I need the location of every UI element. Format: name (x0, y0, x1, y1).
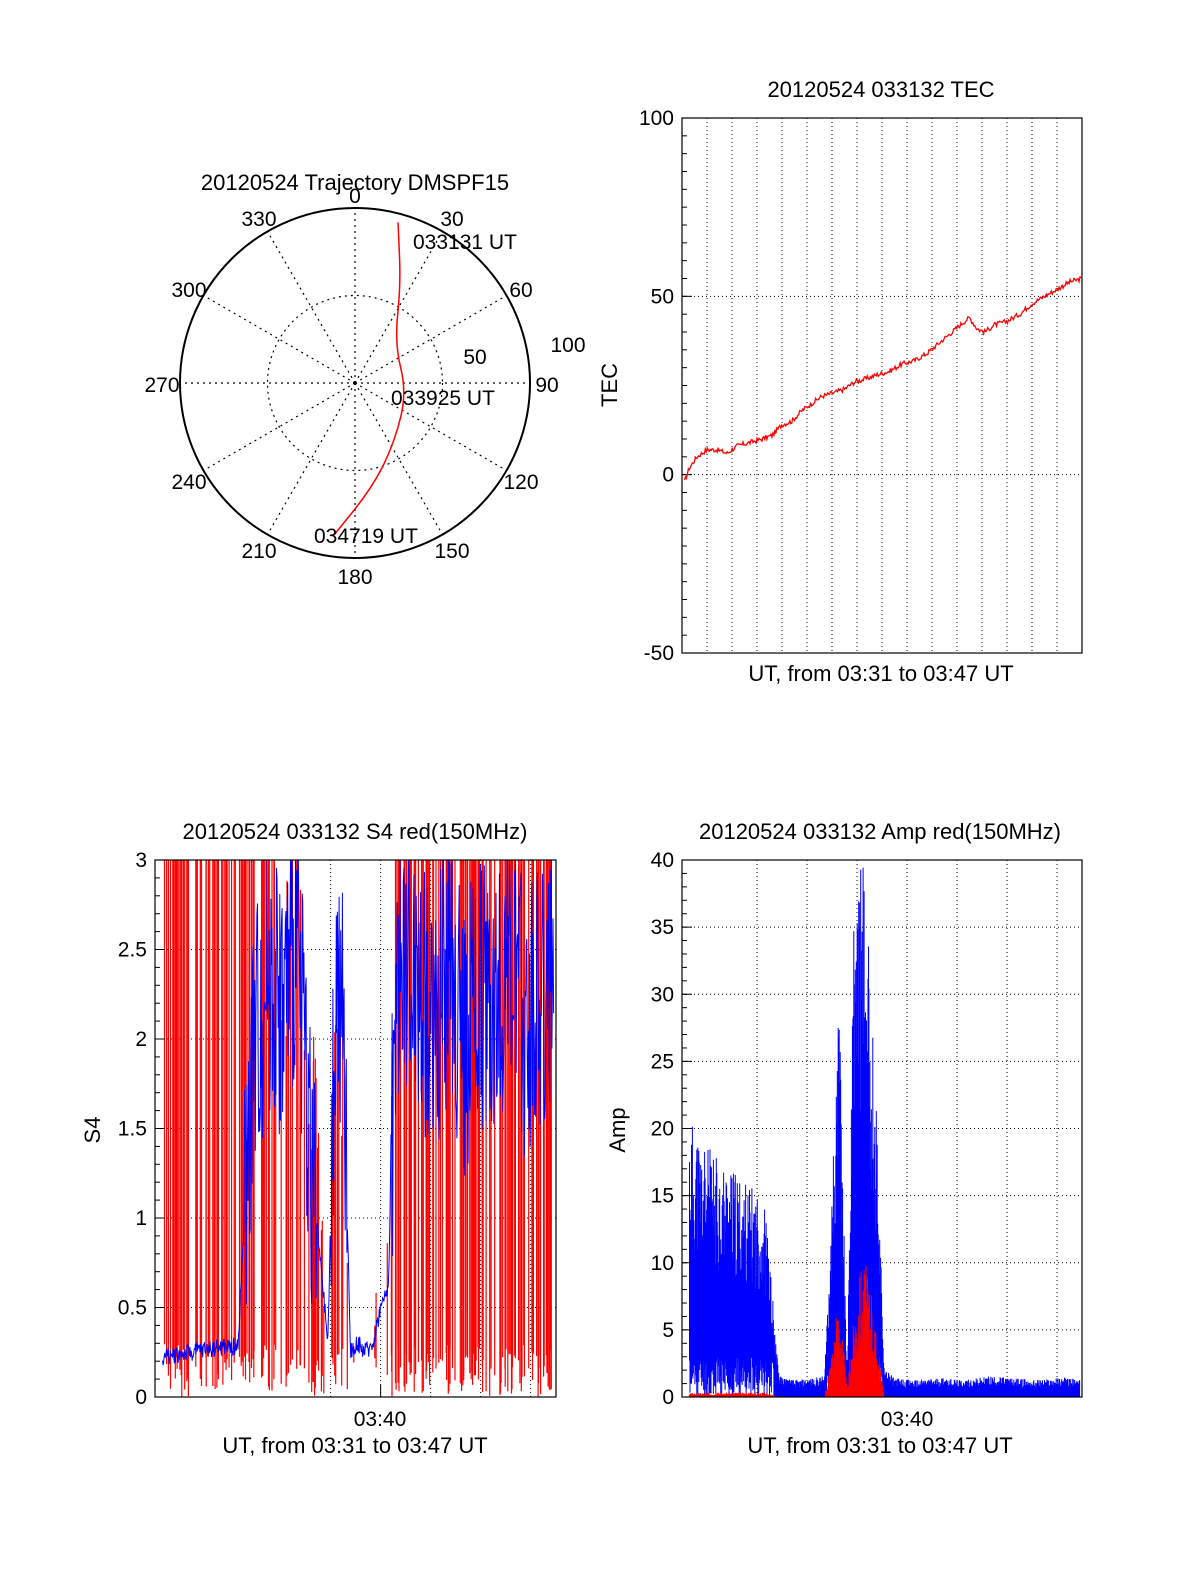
s4-ytick-2.5: 2.5 (118, 939, 147, 962)
azimuth-label-210: 210 (241, 540, 276, 563)
polar-spoke-30 (354, 231, 444, 384)
s4-y-axis-label: S4 (80, 1117, 105, 1144)
azimuth-label-270: 270 (144, 374, 179, 397)
tec-ytick--50: -50 (644, 642, 674, 665)
tec-x-axis-label: UT, from 03:31 to 03:47 UT (748, 661, 1013, 686)
amp-ytick-25: 25 (651, 1050, 674, 1073)
polar-outer-ring (179, 207, 531, 559)
amp-y-tick-labels: 40 35 30 25 20 15 10 5 0 (651, 849, 692, 1409)
amp-blue-series (689, 867, 1081, 1397)
amp-x-tick-label: 03:40 (881, 1408, 934, 1431)
amp-title: 20120524 033132 Amp red(150MHz) (699, 819, 1061, 844)
azimuth-label-0: 0 (349, 185, 361, 208)
tec-y-axis-label: TEC (597, 363, 622, 407)
trajectory-panel: 20120524 Trajectory DMSPF15 0 30 60 90 120 15… (144, 170, 585, 589)
azimuth-label-240: 240 (171, 471, 206, 494)
polar-spoke-330 (266, 231, 356, 384)
tec-title: 20120524 033132 TEC (767, 77, 994, 102)
tec-series-line (683, 276, 1083, 481)
amp-y-axis-label: Amp (605, 1107, 630, 1152)
s4-ytick-0: 0 (135, 1386, 147, 1409)
polar-spoke-120 (354, 382, 507, 472)
s4-blue-trace (162, 859, 555, 1366)
tec-grid (682, 118, 1082, 653)
s4-y-tick-labels: 3 2.5 2 1.5 1 0.5 0 (118, 849, 165, 1409)
amp-ytick-10: 10 (651, 1252, 674, 1275)
tec-ytick-50: 50 (651, 285, 674, 308)
azimuth-label-150: 150 (434, 540, 469, 563)
time-label-mid: 033925 UT (391, 387, 495, 410)
s4-x-tick-label: 03:40 (354, 1408, 407, 1431)
amp-ytick-20: 20 (651, 1118, 674, 1141)
s4-panel: 20120524 033132 S4 red(150MHz) 3 2.5 2 1.5 1… (80, 819, 557, 1458)
s4-ytick-1.5: 1.5 (118, 1118, 147, 1141)
s4-ytick-2: 2 (135, 1028, 147, 1051)
polar-spoke-60 (354, 294, 507, 384)
polar-spoke-300 (203, 294, 356, 384)
tec-ytick-100: 100 (639, 107, 674, 130)
amp-grid (682, 860, 1082, 1397)
azimuth-labels: 0 30 60 90 120 150 180 210 240 270 300 330 (144, 185, 558, 589)
azimuth-label-330: 330 (241, 208, 276, 231)
polar-spoke-150 (354, 382, 444, 535)
tec-panel: 20120524 033132 TEC 100 50 0 -50 TEC UT, fr… (597, 77, 1083, 686)
s4-title: 20120524 033132 S4 red(150MHz) (183, 819, 528, 844)
polar-spoke-240 (203, 382, 356, 472)
azimuth-label-90: 90 (535, 374, 558, 397)
time-label-end: 034719 UT (314, 525, 418, 548)
polar-spoke-210 (266, 382, 356, 535)
radius-label-50: 50 (463, 346, 486, 369)
amp-ytick-0: 0 (662, 1386, 674, 1409)
amp-ytick-35: 35 (651, 916, 674, 939)
trajectory-track (333, 222, 405, 536)
radius-label-100: 100 (550, 334, 585, 357)
trajectory-title: 20120524 Trajectory DMSPF15 (201, 170, 509, 195)
s4-x-axis-label: UT, from 03:31 to 03:47 UT (222, 1433, 487, 1458)
amp-ytick-30: 30 (651, 983, 674, 1006)
amp-ytick-5: 5 (662, 1319, 674, 1342)
azimuth-label-300: 300 (171, 279, 206, 302)
s4-ytick-1: 1 (135, 1207, 147, 1230)
polar-grid (180, 208, 530, 558)
tec-ytick-0: 0 (662, 464, 674, 487)
s4-ytick-3: 3 (135, 849, 147, 872)
s4-ytick-0.5: 0.5 (118, 1297, 147, 1320)
tec-y-tick-labels: 100 50 0 -50 (639, 107, 692, 665)
time-label-start: 033131 UT (413, 231, 517, 254)
azimuth-label-30: 30 (440, 208, 463, 231)
amp-panel: 20120524 033132 Amp red(150MHz) 40 35 30 25… (605, 819, 1083, 1458)
azimuth-label-60: 60 (509, 279, 532, 302)
s4-blue-series (162, 859, 555, 1366)
polar-ring-50 (266, 294, 444, 472)
azimuth-label-120: 120 (503, 471, 538, 494)
amp-x-axis-label: UT, from 03:31 to 03:47 UT (747, 1433, 1012, 1458)
amp-ytick-15: 15 (651, 1185, 674, 1208)
azimuth-label-180: 180 (337, 566, 372, 589)
amp-ytick-40: 40 (651, 849, 674, 872)
